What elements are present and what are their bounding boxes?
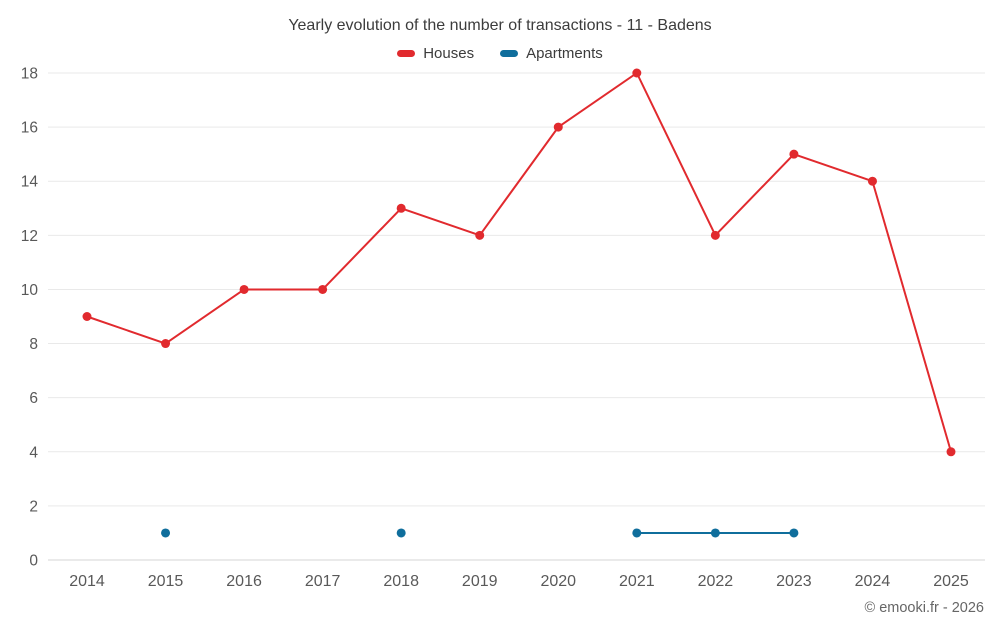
houses-legend-marker-icon (397, 50, 416, 57)
y-tick-label: 12 (21, 228, 38, 245)
houses-point[interactable] (553, 122, 563, 132)
houses-point[interactable] (318, 284, 328, 294)
houses-point[interactable] (239, 284, 249, 294)
x-tick-label: 2021 (619, 573, 655, 590)
x-tick-label: 2016 (226, 573, 262, 590)
x-tick-label: 2022 (698, 573, 734, 590)
x-tick-label: 2014 (69, 573, 105, 590)
x-tick-label: 2019 (462, 573, 498, 590)
legend: Houses Apartments (0, 45, 1000, 62)
legend-label-apartments: Apartments (526, 45, 603, 62)
houses-line[interactable] (86, 72, 952, 453)
y-tick-label: 4 (29, 444, 38, 461)
houses-point[interactable] (632, 68, 642, 78)
x-tick-label: 2017 (305, 573, 341, 590)
houses-point[interactable] (396, 203, 406, 213)
legend-item-houses[interactable]: Houses (397, 45, 474, 62)
y-tick-label: 8 (29, 336, 38, 353)
houses-point[interactable] (161, 339, 171, 349)
x-tick-label: 2020 (540, 573, 576, 590)
apartments-point[interactable] (710, 528, 720, 538)
legend-label-houses: Houses (423, 45, 475, 62)
y-tick-label: 10 (21, 282, 39, 299)
houses-point[interactable] (475, 230, 485, 240)
copyright-footer: © emooki.fr - 2026 (864, 600, 984, 616)
houses-point[interactable] (946, 447, 956, 457)
x-tick-label: 2025 (933, 573, 969, 590)
chart-title: Yearly evolution of the number of transa… (288, 17, 712, 34)
houses-point[interactable] (82, 312, 92, 321)
y-tick-label: 16 (21, 120, 38, 137)
apartments-point[interactable] (789, 528, 799, 538)
y-tick-label: 14 (21, 174, 39, 191)
apartments-point[interactable] (396, 528, 406, 538)
x-tick-label: 2018 (383, 573, 419, 590)
x-tick-label: 2023 (776, 573, 812, 590)
houses-point[interactable] (789, 149, 799, 159)
apartments-legend-marker-icon (500, 50, 519, 57)
y-tick-label: 2 (29, 498, 38, 515)
y-tick-label: 18 (21, 66, 38, 83)
apartments-point[interactable] (161, 528, 171, 538)
houses-point[interactable] (710, 230, 720, 240)
y-tick-label: 6 (29, 390, 38, 407)
apartments-point[interactable] (632, 528, 642, 538)
houses-point[interactable] (867, 176, 877, 186)
x-tick-label: 2015 (148, 573, 184, 590)
x-tick-label: 2024 (855, 573, 891, 590)
legend-item-apartments[interactable]: Apartments (500, 45, 603, 62)
y-tick-label: 0 (29, 553, 38, 570)
